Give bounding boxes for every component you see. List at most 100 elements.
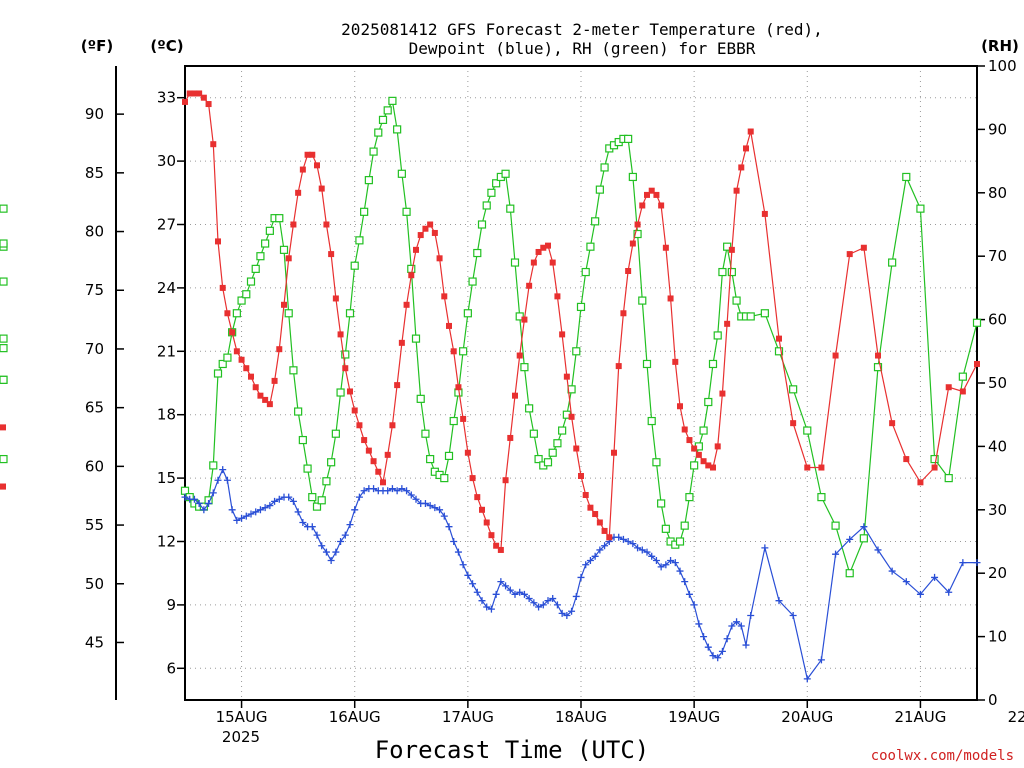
rh-tick-label: 100 [988, 57, 1017, 75]
dewpoint-point [252, 508, 260, 516]
dewpoint-point [360, 487, 368, 495]
temperature-point [464, 449, 471, 456]
temperature-point [243, 365, 250, 372]
temperature-point [776, 335, 782, 342]
temperature-point [832, 352, 839, 359]
dewpoint-point [327, 557, 335, 565]
temperature-point [493, 542, 500, 549]
source-credit: coolwx.com/models [871, 748, 1014, 764]
dewpoint-point [337, 538, 345, 545]
rh-point [576, 302, 586, 312]
temperature-point [295, 189, 302, 196]
rh-point [209, 461, 218, 470]
rh-point [675, 537, 685, 546]
temperature-point [182, 98, 188, 105]
dewpoint-point [704, 643, 712, 651]
celsius-tick-label: 30 [157, 152, 176, 170]
temperature-point [733, 187, 740, 194]
rh-point [331, 429, 340, 438]
rh-point [0, 454, 8, 464]
rh-point [0, 334, 8, 343]
celsius-tick-label: 15 [157, 469, 176, 487]
temperature-point [512, 392, 518, 399]
rh-point [459, 347, 468, 356]
dewpoint-point [233, 516, 241, 524]
rh-point [440, 474, 449, 483]
temperature-point [205, 101, 212, 108]
rh-point [327, 458, 336, 467]
temperature-point [615, 363, 622, 370]
celsius-tick-label: 33 [157, 89, 176, 107]
dewpoint-point [667, 557, 675, 565]
celsius-tick-label: 6 [166, 659, 176, 677]
dewpoint-point [577, 573, 585, 581]
rh-point [468, 277, 477, 286]
rh-point [633, 229, 642, 239]
rh-point [383, 106, 392, 115]
temperature-point [592, 511, 599, 518]
rh-point [888, 258, 897, 267]
temperature-point [573, 445, 580, 452]
temperature-point [408, 272, 415, 279]
x-tick-label: 16AUG [329, 708, 381, 726]
dewpoint-point [464, 571, 472, 579]
dewpoint-point [733, 618, 741, 626]
dewpoint-series [182, 466, 981, 683]
dewpoint-point [728, 622, 736, 630]
dewpoint-point [388, 485, 396, 493]
temperature-point [224, 310, 231, 317]
celsius-tick-label: 21 [157, 342, 176, 360]
rh-point [463, 309, 472, 318]
temperature-point [380, 479, 386, 486]
temperature-point [545, 242, 551, 249]
rh-point [543, 458, 553, 467]
data-series [0, 90, 982, 683]
dewpoint-point [275, 495, 283, 503]
temperature-point [281, 301, 287, 308]
rh-point [237, 296, 246, 305]
dewpoint-point [714, 654, 722, 662]
rh-point [642, 359, 652, 369]
temperature-point [342, 365, 349, 372]
rh-point [628, 172, 637, 182]
temperature-point [233, 348, 240, 355]
rh-point [624, 134, 633, 144]
rh-point [374, 128, 383, 137]
temperature-point [191, 90, 198, 97]
dewpoint-point [718, 647, 726, 655]
dewpoint-point [228, 506, 236, 514]
rh-point [600, 163, 609, 172]
dewpoint-point [223, 476, 231, 484]
dewpoint-point [492, 590, 500, 598]
temperature-point [686, 437, 693, 444]
dewpoint-point [341, 531, 349, 539]
dewpoint-point [709, 652, 717, 660]
rh-point [336, 388, 345, 397]
dewpoint-point [558, 609, 566, 617]
temperature-point [332, 295, 339, 302]
rh-point [746, 312, 755, 321]
temperature-point [375, 468, 382, 475]
temperature-point [672, 358, 679, 365]
rh-point [407, 264, 416, 273]
temperature-point [931, 464, 938, 471]
fahrenheit-tick-label: 80 [85, 223, 104, 241]
temperature-point [677, 403, 683, 410]
rh-point [708, 359, 718, 369]
temperature-point [257, 392, 264, 399]
rh-point [727, 267, 736, 277]
temperature-point [266, 401, 273, 408]
x-tick-label: 20AUG [781, 708, 833, 726]
celsius-tick-label: 9 [166, 596, 176, 614]
temperature-point [370, 458, 377, 465]
dewpoint-point [318, 542, 326, 550]
temperature-point [219, 284, 226, 291]
rh-point [298, 435, 307, 445]
dewpoint-point [676, 567, 684, 575]
temperature-point [446, 322, 452, 329]
rh-point [685, 493, 694, 502]
dewpoint-point [506, 586, 514, 594]
dewpoint-point [973, 559, 981, 567]
temperature-point [436, 255, 443, 262]
dewpoint-point [478, 597, 486, 605]
